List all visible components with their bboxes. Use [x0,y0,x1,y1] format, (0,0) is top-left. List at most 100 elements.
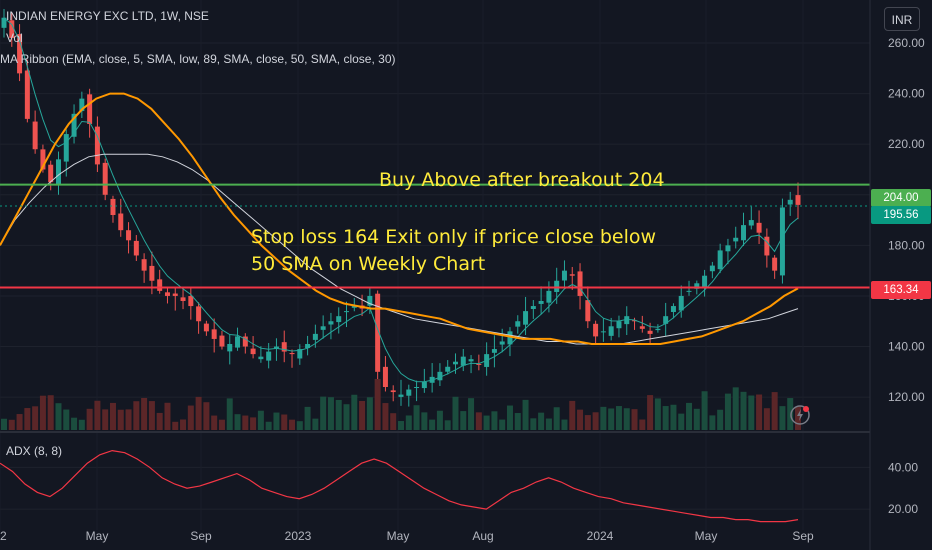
volume-bar [701,391,708,430]
volume-bar [631,409,638,430]
volume-bar [405,415,412,430]
candle-body [55,159,61,186]
candle-body [118,213,124,231]
volume-bar [390,413,397,430]
time-tick-label: 2024 [587,529,614,543]
volume-bar [686,402,693,430]
price-tick-label: 220.00 [888,137,925,151]
candle-body [476,363,482,365]
candle-body [227,344,233,352]
stop-annotation-line1[interactable]: Stop loss 164 Exit only if price close b… [251,226,657,248]
volume-bar [530,418,537,430]
candle-body [515,321,521,327]
candle-body [17,34,23,74]
alert-clock-icon[interactable] [789,404,811,426]
candle-body [756,222,762,233]
candle-body [779,207,785,276]
candle-body [546,290,552,303]
volume-bar [320,396,327,430]
price-tick-label: 240.00 [888,87,925,101]
candle-body [538,301,544,304]
candle-body [71,113,77,137]
candle-body [149,265,155,281]
volume-bar [133,401,140,430]
volume-bar [475,412,482,430]
candle-body [414,387,420,388]
volume-bar [63,409,70,430]
volume-bar [460,411,467,430]
candle-body [554,280,560,292]
volume-bar [304,406,311,430]
volume-bar [600,406,607,430]
volume-bar [398,421,404,430]
candle-body [491,349,497,353]
candle-body [608,326,614,336]
volume-bar [584,415,591,430]
candle-body [141,259,147,271]
symbol-legend[interactable]: INDIAN ENERGY EXC LTD, 1W, NSE [6,9,209,23]
candle-body [79,98,85,112]
volume-bar [561,419,568,430]
volume-bar [164,402,171,430]
candle-body [600,331,606,333]
volume-bar [78,419,85,430]
candle-body [172,293,178,296]
volume-bar [343,404,350,430]
candle-body [312,333,318,340]
volume-bar [732,387,739,430]
candle-body [632,320,638,322]
volume-bar [468,398,475,430]
candle-body [655,328,661,331]
candle-body [795,195,801,205]
volume-bar [234,414,241,430]
candle-body [133,240,139,256]
volume-bar [693,408,700,430]
candle-body [203,323,209,332]
volume-bar [615,406,622,430]
price-tick-label: 260.00 [888,36,925,50]
volume-bar [662,406,669,430]
candle-body [499,341,505,345]
volume-bar [771,392,778,430]
volume-bar [787,398,794,430]
candle-body [663,316,669,324]
candle-body [709,265,715,272]
volume-bar [678,413,685,430]
candle-body [24,70,30,119]
candle-body [468,359,474,362]
candle-body [460,356,466,366]
volume-bar [553,407,560,430]
volume-bar [577,409,584,430]
candle-body [452,361,458,365]
candle-body [647,330,653,334]
candle-body [678,295,684,311]
volume-bar [71,417,78,430]
candle-body [787,199,793,205]
volume-bar [709,415,716,430]
volume-bar [24,408,31,430]
buy-annotation[interactable]: Buy Above after breakout 204 [379,169,665,191]
stop-annotation-line2[interactable]: 50 SMA on Weekly Chart [251,253,486,275]
volume-bar [218,419,225,430]
ma-ribbon-legend[interactable]: MA Ribbon (EMA, close, 5, SMA, low, 89, … [0,52,396,66]
candle-body [725,245,731,252]
candle-body [320,326,326,330]
volume-bar [172,421,179,430]
adx-tick-label: 20.00 [888,502,918,516]
candle-body [639,326,645,329]
volume-bar [47,395,54,430]
volume-legend[interactable]: Vol [6,31,23,45]
volume-bar [102,409,109,430]
volume-bar [514,413,521,430]
candle-body [180,297,186,301]
volume-bar [187,405,194,430]
candle-body [196,306,202,322]
volume-bar [538,412,545,430]
adx-legend[interactable]: ADX (8, 8) [6,444,63,458]
currency-button[interactable]: INR [884,7,920,31]
volume-bar [226,398,233,430]
candle-body [686,290,692,292]
volume-bar [242,415,249,430]
volume-bar [444,420,451,430]
adx-line [0,449,799,523]
